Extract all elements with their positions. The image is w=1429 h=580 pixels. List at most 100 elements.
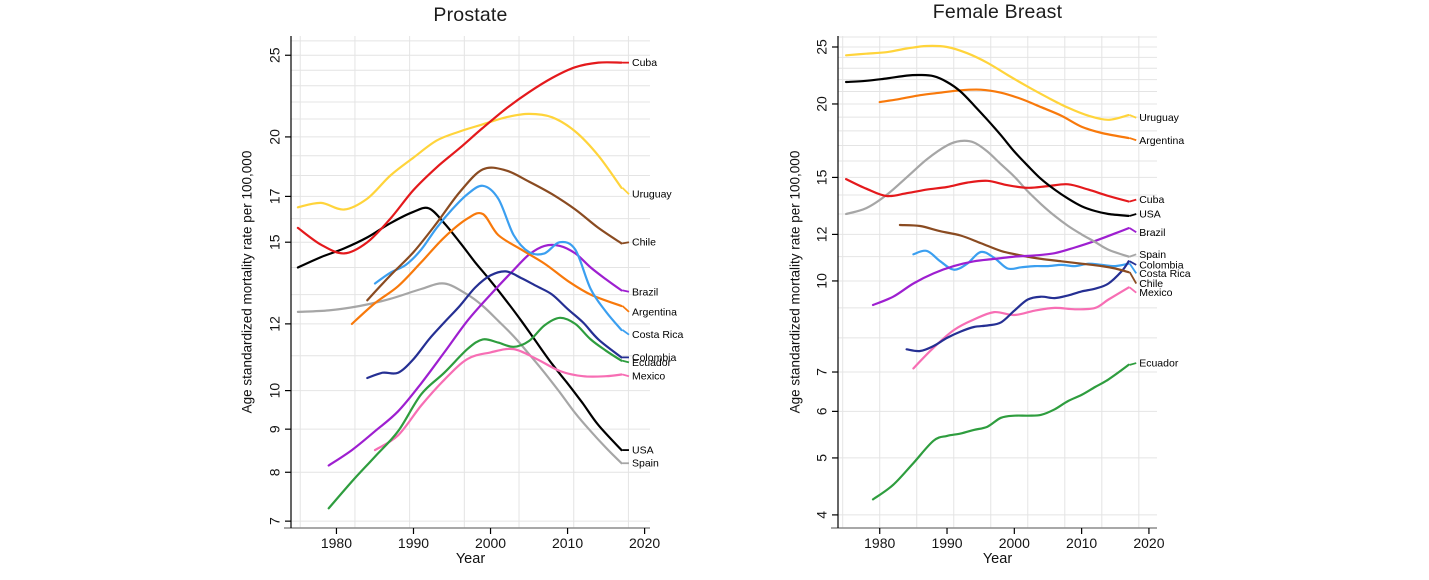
label-leader-uruguay xyxy=(621,187,630,195)
x-tick-label: 2010 xyxy=(552,535,583,551)
series-line-costa-rica xyxy=(912,249,1130,271)
country-label-brazil: Brazil xyxy=(1139,227,1165,239)
label-leader-ecuador xyxy=(1129,362,1137,366)
label-leader-brazil xyxy=(1129,227,1137,234)
country-label-colombia: Colombia xyxy=(632,352,677,364)
y-tick-label: 6 xyxy=(814,407,830,415)
chart-title-prostate: Prostate xyxy=(433,4,508,26)
series-lines xyxy=(296,61,623,510)
y-tick-label: 7 xyxy=(267,517,283,525)
x-tick-label: 1990 xyxy=(398,535,429,551)
series-line-brazil xyxy=(327,243,623,467)
series-line-spain xyxy=(845,139,1130,258)
series-line-colombia xyxy=(366,270,623,380)
series-line-spain xyxy=(296,282,623,465)
series-line-cuba xyxy=(296,61,623,255)
series-line-mexico xyxy=(373,347,623,452)
label-leader-costa-rica xyxy=(621,329,630,336)
country-label-spain: Spain xyxy=(632,458,659,470)
label-leader-usa xyxy=(1129,213,1137,217)
y-tick-label: 20 xyxy=(267,129,283,145)
series-line-uruguay xyxy=(845,44,1130,121)
y-tick-label: 8 xyxy=(267,468,283,476)
country-label-costa-rica: Costa Rica xyxy=(632,329,684,341)
y-axis-label-female-breast: Age standardized mortality rate per 100,… xyxy=(787,150,803,414)
country-label-ecuador: Ecuador xyxy=(1139,358,1179,370)
y-tick-label: 12 xyxy=(814,226,830,242)
country-label-ecuador: Ecuador xyxy=(632,357,672,369)
label-leader-ecuador xyxy=(622,359,630,364)
x-tick-label: 2000 xyxy=(475,535,506,551)
series-line-chile xyxy=(366,166,623,302)
y-tick-label: 17 xyxy=(267,188,283,204)
country-label-chile: Chile xyxy=(1139,278,1163,290)
label-leader-brazil xyxy=(622,289,630,293)
country-label-argentina: Argentina xyxy=(632,306,677,318)
chart-title-female-breast: Female Breast xyxy=(932,1,1063,23)
axes: 1980 1990 2000 2010 2020 4 5 6 7 10 12 15 20 25 xyxy=(814,36,1165,551)
y-tick-label: 15 xyxy=(267,234,283,250)
chart-female-breast: 1980 1990 2000 2010 2020 4 5 6 7 10 12 15 20 25 Ecuado… xyxy=(814,36,1191,551)
country-label-brazil: Brazil xyxy=(632,286,658,298)
series-line-colombia xyxy=(905,260,1130,353)
y-tick-label: 25 xyxy=(267,47,283,63)
x-tick-label: 1990 xyxy=(931,535,962,551)
series-line-argentina xyxy=(878,88,1130,140)
label-leader-argentina xyxy=(621,305,630,313)
y-tick-label: 12 xyxy=(267,316,283,332)
x-tick-label: 2000 xyxy=(999,535,1030,551)
label-leader-chile xyxy=(622,241,630,245)
series-line-costa-rica xyxy=(373,184,623,332)
country-label-argentina: Argentina xyxy=(1139,135,1184,147)
y-tick-label: 10 xyxy=(814,273,830,289)
country-label-mexico: Mexico xyxy=(1139,287,1172,299)
series-line-usa xyxy=(296,206,623,452)
y-tick-label: 7 xyxy=(814,368,830,376)
series-line-argentina xyxy=(350,211,623,325)
country-label-cuba: Cuba xyxy=(632,57,657,69)
series-line-ecuador xyxy=(871,363,1130,501)
x-tick-label: 2020 xyxy=(629,535,660,551)
series-line-ecuador xyxy=(327,316,623,510)
country-label-cuba: Cuba xyxy=(1139,194,1164,206)
y-tick-label: 20 xyxy=(814,96,830,112)
chart-prostate: 1980 1990 2000 2010 2020 7 8 9 10 12 15 17 20 25 Spain… xyxy=(267,36,684,551)
country-label-uruguay: Uruguay xyxy=(1139,112,1179,124)
series-line-usa xyxy=(845,73,1130,217)
label-leader-mexico xyxy=(622,373,630,378)
series-line-mexico xyxy=(912,286,1130,370)
label-leader-colombia xyxy=(1129,260,1137,266)
series-line-chile xyxy=(898,223,1130,274)
country-label-usa: USA xyxy=(1139,208,1161,220)
country-label-usa: USA xyxy=(632,445,654,457)
country-label-colombia: Colombia xyxy=(1139,259,1184,271)
x-tick-label: 2020 xyxy=(1133,535,1164,551)
gridlines xyxy=(838,36,1157,528)
axes: 1980 1990 2000 2010 2020 7 8 9 10 12 15 17 20 25 xyxy=(267,36,660,551)
x-tick-label: 1980 xyxy=(864,535,895,551)
y-tick-label: 5 xyxy=(814,454,830,462)
series-line-uruguay xyxy=(296,112,623,211)
y-axis-label-prostate: Age standardized mortality rate per 100,… xyxy=(239,150,255,414)
country-label-costa-rica: Costa Rica xyxy=(1139,268,1191,280)
label-leader-mexico xyxy=(1129,286,1137,294)
y-tick-label: 9 xyxy=(267,425,283,433)
series-lines xyxy=(845,44,1130,501)
x-tick-label: 1980 xyxy=(321,535,352,551)
y-tick-label: 25 xyxy=(814,39,830,55)
label-leader-argentina xyxy=(1129,137,1137,142)
y-tick-label: 15 xyxy=(814,169,830,185)
country-label-chile: Chile xyxy=(632,237,656,249)
x-axis-label-female-breast: Year xyxy=(982,551,1013,567)
y-tick-label: 4 xyxy=(814,511,830,519)
label-leader-uruguay xyxy=(1129,114,1137,119)
label-leader-costa-rica xyxy=(1128,263,1137,274)
series-line-cuba xyxy=(845,178,1130,203)
x-tick-label: 2010 xyxy=(1066,535,1097,551)
country-label-mexico: Mexico xyxy=(632,371,665,383)
x-axis-label-prostate: Year xyxy=(455,551,486,567)
country-label-uruguay: Uruguay xyxy=(632,189,672,201)
